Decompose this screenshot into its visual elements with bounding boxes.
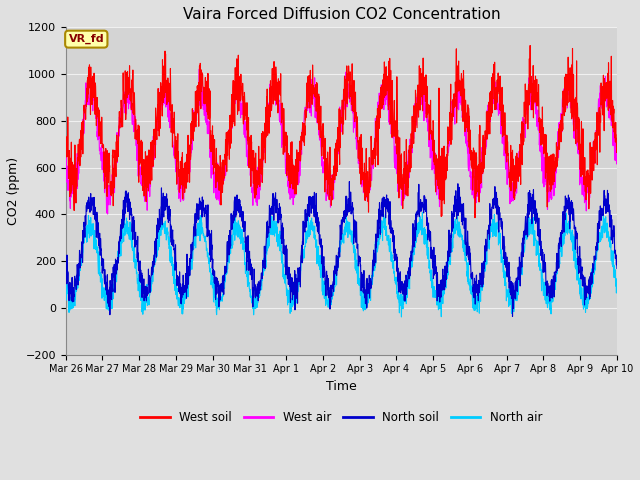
Text: VR_fd: VR_fd [68,34,104,44]
Y-axis label: CO2 (ppm): CO2 (ppm) [7,157,20,225]
Legend: West soil, West air, North soil, North air: West soil, West air, North soil, North a… [136,406,547,429]
Title: Vaira Forced Diffusion CO2 Concentration: Vaira Forced Diffusion CO2 Concentration [182,7,500,22]
X-axis label: Time: Time [326,380,356,393]
